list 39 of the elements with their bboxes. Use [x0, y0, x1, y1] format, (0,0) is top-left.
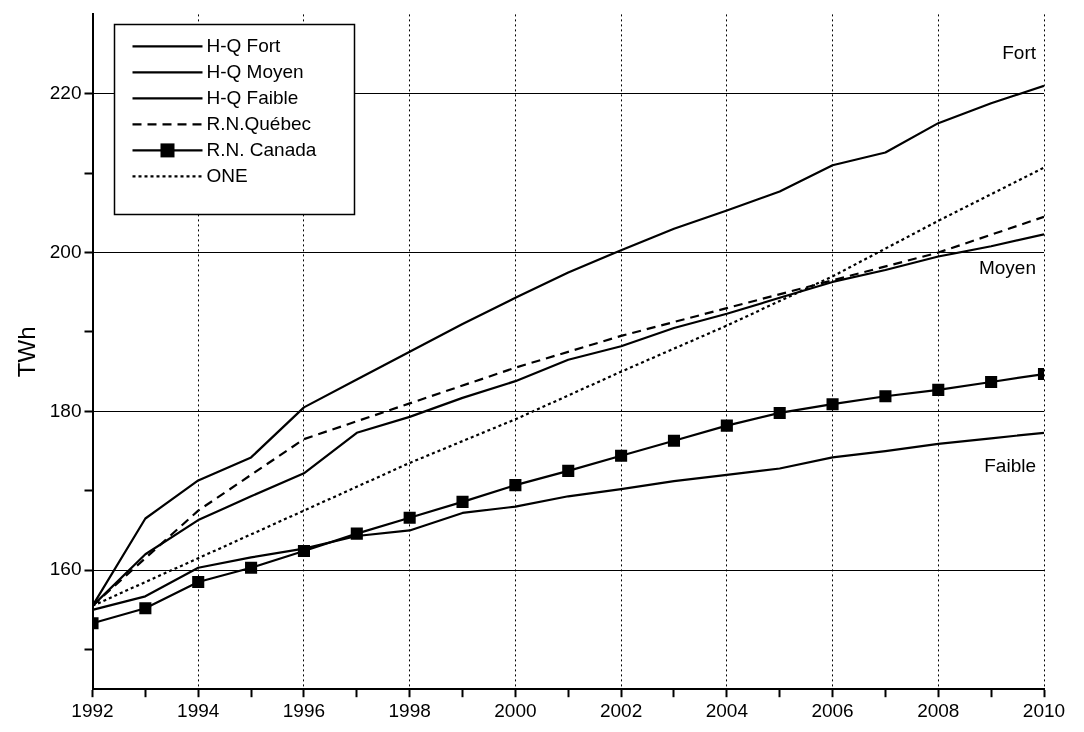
point [615, 449, 628, 462]
point [773, 406, 786, 419]
x-tick-label: 2000 [494, 699, 537, 721]
x-tick-label: 1996 [282, 699, 326, 721]
x-tick-label: 2006 [811, 699, 854, 721]
point [245, 561, 258, 574]
x-tick-label: 1994 [177, 699, 220, 721]
y-tick-label: 160 [49, 558, 82, 580]
point [509, 479, 522, 492]
point [562, 464, 575, 477]
legend-label: R.N.Québec [206, 112, 312, 134]
y-tick-label: 220 [49, 82, 82, 104]
annotation: Fort [1002, 42, 1037, 64]
legend-label: ONE [206, 164, 248, 186]
x-tick-label: 2008 [917, 699, 960, 721]
x-tick-label: 1998 [388, 699, 431, 721]
point [985, 375, 998, 389]
annotation: Faible [984, 455, 1036, 477]
point [879, 390, 892, 403]
legend-label: R.N. Canada [206, 138, 317, 160]
x-tick-label: 2002 [599, 699, 643, 721]
legend-label: H-Q Fort [206, 34, 282, 56]
point [932, 383, 945, 396]
point [192, 575, 205, 589]
point [403, 511, 416, 524]
legend-label: H-Q Faible [206, 86, 299, 108]
y-tick-label: 200 [49, 240, 82, 262]
point [826, 398, 839, 411]
point [139, 602, 152, 615]
y-tick-label: 180 [49, 399, 82, 421]
legend-label: H-Q Moyen [206, 60, 304, 82]
point [667, 434, 681, 447]
annotation: Moyen [978, 256, 1036, 278]
x-tick-label: 1992 [71, 699, 114, 721]
x-tick-label: 2010 [1022, 699, 1066, 721]
point [456, 495, 469, 508]
x-tick-label: 2004 [705, 699, 749, 721]
point [720, 419, 733, 432]
y-axis-title: TWh [13, 326, 41, 378]
